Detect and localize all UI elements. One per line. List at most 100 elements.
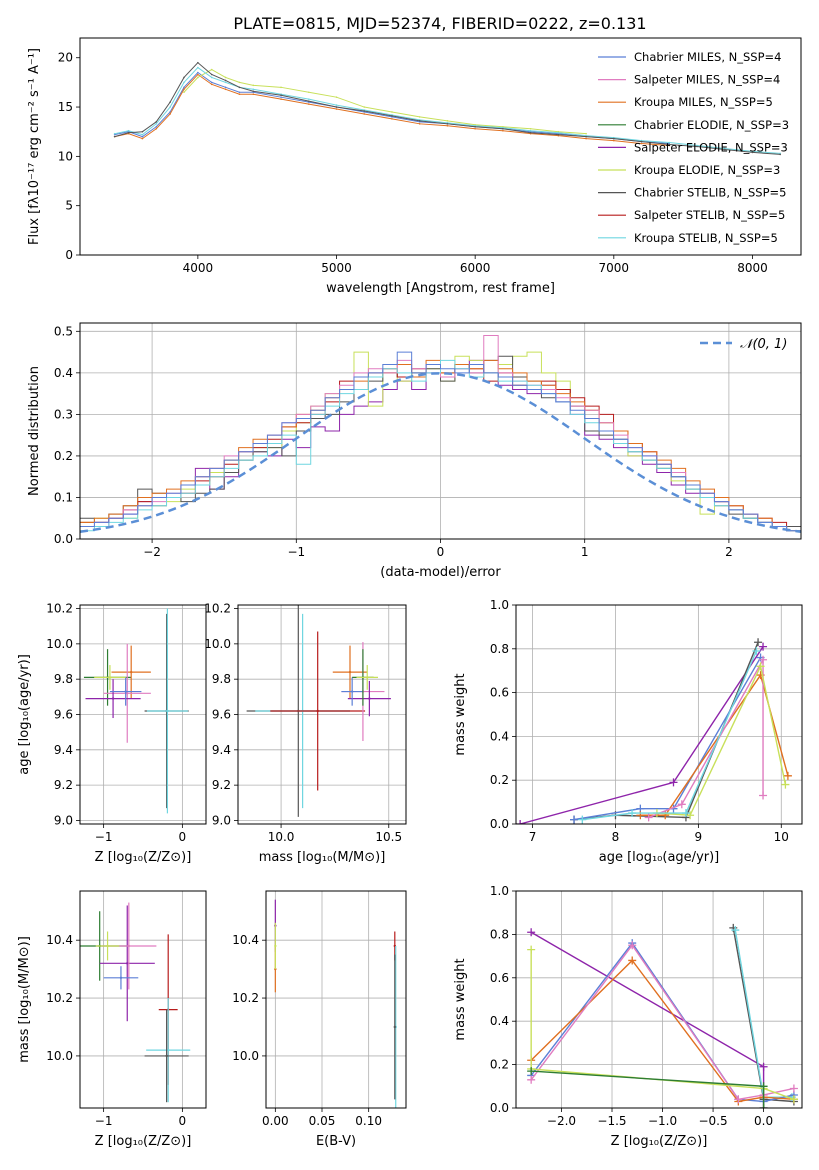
z_mass-plot-area: [80, 902, 191, 1103]
weight-marker: [759, 1082, 768, 1091]
spectrum-point: [307, 103, 310, 105]
weight-marker: [686, 811, 695, 820]
spectrum-point: [557, 131, 560, 134]
x-tick-label: 7: [529, 830, 537, 844]
weight-marker: [677, 800, 686, 809]
legend-entry: Salpeter ELODIE, N_SSP=3: [634, 140, 788, 154]
scatter-point: [316, 709, 319, 713]
spectrum-point: [113, 132, 116, 135]
y-tick-label: 0.8: [490, 927, 509, 941]
spectrum-point: [668, 143, 671, 146]
legend-entry: Chabrier MILES, N_SSP=4: [634, 50, 781, 64]
spectrum-point: [183, 81, 185, 84]
spectrum-point: [197, 71, 199, 74]
residuals-panel: −2 −1 0 1 2 0.0 0.1 0.2 0.3 0.4 0.5 (data-model)/er…: [27, 322, 802, 580]
spectrum-point: [335, 104, 338, 106]
weight-marker: [570, 815, 579, 824]
axes-frame: [79, 322, 802, 540]
y-tick-label: 10.2: [232, 991, 259, 1005]
x-tick-label: −1: [95, 830, 113, 844]
y-tick-label: 0.0: [490, 817, 509, 831]
weight-line-kroupa_stelib: [582, 650, 758, 821]
spectrum-point: [779, 153, 782, 156]
x-axis-label: Z [log₁₀(Z/Z⊙)]: [95, 850, 192, 865]
axes-frame: [515, 604, 803, 825]
weight-marker: [781, 780, 790, 789]
y-tick-label: 10.0: [204, 637, 231, 651]
spectrum-point: [141, 130, 144, 133]
spectrum-point: [613, 137, 615, 140]
y-tick-label: 0.3: [54, 407, 73, 421]
y-tick-label: 0: [65, 248, 73, 262]
spectrum-point: [502, 127, 504, 130]
spectrum-point: [183, 76, 185, 79]
weight-marker: [756, 662, 765, 671]
weight-marker: [759, 1104, 768, 1108]
spectrum-point: [418, 116, 421, 118]
y-tick-label: 9.2: [54, 778, 73, 792]
scatter-point: [127, 944, 131, 948]
spectrum-point: [155, 123, 158, 125]
spectrum-point: [363, 110, 366, 112]
spectrum-point: [252, 93, 255, 96]
scatter-point: [126, 692, 129, 695]
y-tick-label: 0.1: [54, 490, 73, 504]
scatter-point: [124, 690, 127, 693]
scatter-point: [167, 1048, 170, 1052]
weight-line-chabrier_miles: [573, 657, 762, 821]
x-tick-label: −2: [143, 545, 161, 559]
weight-line-kroupa_elodie: [656, 664, 787, 816]
x-tick-label: 0.05: [309, 1114, 336, 1128]
spectrum-point: [238, 91, 241, 94]
spectrum-point: [307, 100, 310, 102]
scatter-point: [111, 697, 115, 700]
spectrum-point: [751, 151, 754, 154]
y-tick-label: 9.0: [54, 813, 73, 827]
scatter-point: [108, 676, 112, 679]
x-tick-label: 0.10: [355, 1114, 382, 1128]
legend-entry: Kroupa MILES, N_SSP=5: [634, 95, 773, 109]
spectrum-point: [210, 81, 213, 84]
axes-frame: [515, 890, 803, 1109]
spectrum-point: [696, 145, 698, 148]
spectrum-point: [474, 125, 476, 128]
y-tick-label: 9.8: [212, 672, 231, 686]
y-tick-label: 0.2: [54, 449, 73, 463]
y-axis-label: Flux [fλ10⁻¹⁷ erg cm⁻² s⁻¹ A⁻¹]: [27, 48, 42, 245]
x-axis-label: age [log₁₀(age/yr)]: [599, 850, 720, 865]
weight-line-salpeter_elodie: [530, 931, 765, 1108]
spectrum-point: [183, 86, 185, 89]
spectrum-point: [155, 121, 158, 123]
y-tick-label: 10.2: [46, 602, 73, 616]
spectrum-point: [446, 123, 449, 125]
weight-marker: [628, 809, 637, 818]
scatter-point: [126, 962, 129, 965]
weight-marker: [754, 638, 763, 647]
x-tick-label: 0: [179, 830, 187, 844]
scatter-point: [368, 697, 371, 700]
residuals-plot-area: [80, 334, 801, 539]
ebv_mass-panel: 0.00 0.05 0.10 10.0 10.2 10.4 E(B-V): [232, 890, 407, 1149]
y-tick-label: 0.2: [490, 1058, 509, 1072]
x-axis-label: E(B-V): [316, 1134, 356, 1149]
weight-marker: [644, 813, 653, 822]
spectrum-point: [585, 132, 587, 135]
weight-marker: [759, 642, 768, 651]
weight-marker: [789, 1095, 798, 1104]
weight-line-kroupa_miles: [640, 673, 789, 816]
spectrum-line-kroupa_elodie: [183, 68, 587, 135]
scatter-point: [274, 944, 277, 948]
spectrum-point: [252, 84, 255, 87]
y-tick-label: 9.6: [212, 708, 231, 722]
weight-marker: [628, 956, 637, 965]
spectrum-point: [210, 73, 213, 76]
y-tick-label: 10.2: [46, 991, 73, 1005]
x-tick-label: 0: [179, 1114, 187, 1128]
weight-marker: [734, 1095, 743, 1104]
y-axis-label: mass weight: [453, 958, 468, 1040]
y-tick-label: 0.0: [54, 532, 73, 546]
x-axis-label: (data-model)/error: [380, 565, 501, 580]
legend-entry: Chabrier STELIB, N_SSP=5: [634, 186, 786, 200]
spectrum-point: [363, 106, 366, 108]
x-tick-label: 8000: [737, 261, 768, 275]
